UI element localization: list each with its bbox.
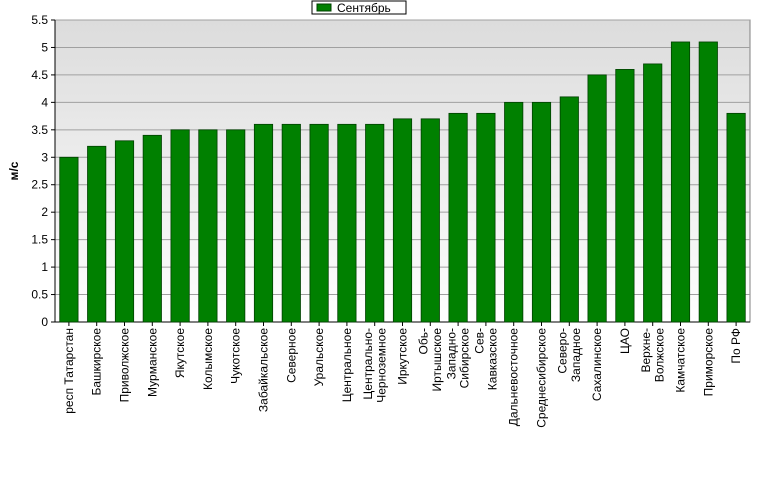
bar — [476, 112, 496, 323]
x-tick-label: Северо-Западное — [556, 328, 583, 382]
x-tick-label: Забайкальское — [257, 328, 271, 412]
bar — [587, 74, 607, 323]
y-tick-label: 4 — [41, 95, 48, 109]
bar — [670, 41, 691, 323]
y-tick-label: 1.5 — [31, 233, 48, 247]
x-tick-label-group: По РФ — [729, 328, 743, 364]
y-tick-label: 4.5 — [31, 68, 48, 82]
bar — [448, 112, 468, 323]
x-tick-label: По РФ — [729, 328, 743, 364]
x-tick-label-group: Обь-Иртышское — [417, 328, 444, 392]
x-tick-label: Среднесибирское — [535, 328, 549, 428]
x-tick-label-group: Приволжское — [118, 328, 132, 403]
x-tick-label-group: ЦАО — [618, 328, 632, 354]
y-tick-label: 2 — [41, 205, 48, 219]
x-tick-label-group: Колымское — [201, 328, 215, 390]
x-tick-label: Обь-Иртышское — [417, 328, 444, 392]
x-tick-label-group: Камчатское — [674, 328, 688, 393]
bar — [726, 112, 746, 323]
x-tick-label: Иркутское — [396, 328, 410, 385]
bar — [643, 63, 663, 323]
bar — [253, 123, 274, 323]
y-tick-label: 5.5 — [31, 13, 48, 27]
x-tick-label-group: Северное — [284, 328, 298, 383]
x-tick-label: ЦАО — [618, 328, 632, 354]
x-tick-label-group: Иркутское — [396, 328, 410, 385]
bar — [615, 69, 635, 323]
bar — [531, 101, 552, 323]
x-tick-label: Приморское — [701, 328, 715, 397]
x-tick-label-group: Забайкальское — [257, 328, 271, 412]
x-tick-label: Сев-Кавказское — [472, 328, 499, 391]
bar — [170, 129, 190, 323]
x-tick-label-group: Сев-Кавказское — [472, 328, 499, 391]
x-tick-label: Центрально-Черноземное — [361, 328, 388, 403]
x-tick-label-group: респ Татарстан — [62, 328, 76, 414]
bar — [309, 123, 329, 323]
x-tick-label: Дальневосточное — [507, 328, 521, 427]
bar — [698, 41, 718, 323]
x-tick-label: Приволжское — [118, 328, 132, 403]
x-tick-label: Западно-Сибирское — [445, 328, 472, 389]
bar — [226, 129, 246, 323]
y-tick-label: 2.5 — [31, 178, 48, 192]
x-tick-label-group: Западно-Сибирское — [445, 328, 472, 389]
y-tick-label: 3.5 — [31, 123, 48, 137]
x-tick-label: Верхне-Волжское — [639, 328, 666, 383]
x-tick-label-group: Верхне-Волжское — [639, 328, 666, 383]
x-tick-label: Мурманское — [145, 328, 159, 397]
x-tick-label: Колымское — [201, 328, 215, 390]
bar — [392, 118, 413, 323]
bar — [504, 101, 524, 323]
x-tick-label: респ Татарстан — [62, 328, 76, 414]
y-tick-label: 3 — [41, 150, 48, 164]
x-tick-label: Сахалинское — [590, 328, 604, 401]
bar — [142, 134, 162, 323]
x-tick-label: Башкирское — [90, 328, 104, 396]
x-tick-label: Чукотское — [229, 328, 243, 384]
y-axis-label: м/с — [7, 161, 21, 180]
x-tick-label-group: Мурманское — [145, 328, 159, 397]
x-tick-label-group: Дальневосточное — [507, 328, 521, 427]
y-tick-label: 0 — [41, 315, 48, 329]
x-tick-label: Центральное — [340, 328, 354, 403]
x-tick-label-group: Северо-Западное — [556, 328, 583, 382]
y-tick-label: 0.5 — [31, 288, 48, 302]
bar — [559, 96, 579, 323]
x-tick-label: Уральское — [312, 328, 326, 387]
x-tick-label-group: Башкирское — [90, 328, 104, 396]
x-tick-label-group: Чукотское — [229, 328, 243, 384]
x-tick-label-group: Сахалинское — [590, 328, 604, 401]
legend-box — [311, 0, 407, 15]
x-tick-label-group: Приморское — [701, 328, 715, 397]
x-tick-label-group: Уральское — [312, 328, 326, 387]
y-tick-label: 1 — [41, 260, 48, 274]
x-tick-label-group: Центральное — [340, 328, 354, 403]
y-tick-label: 5 — [41, 40, 48, 54]
bar — [420, 118, 440, 323]
bar — [59, 156, 79, 323]
x-tick-label: Камчатское — [674, 328, 688, 393]
x-tick-label-group: Якутское — [173, 328, 187, 378]
legend-swatch — [316, 3, 332, 12]
bar — [365, 123, 385, 323]
bar — [198, 129, 218, 323]
x-tick-label-group: Центрально-Черноземное — [361, 328, 388, 403]
x-tick-label: Северное — [284, 328, 298, 383]
bar — [87, 145, 107, 323]
x-tick-label: Якутское — [173, 328, 187, 378]
x-tick-label-group: Среднесибирское — [535, 328, 549, 428]
bar — [337, 123, 357, 323]
bar — [114, 140, 135, 323]
legend-label: Сентябрь — [337, 1, 391, 15]
bar — [281, 123, 301, 323]
